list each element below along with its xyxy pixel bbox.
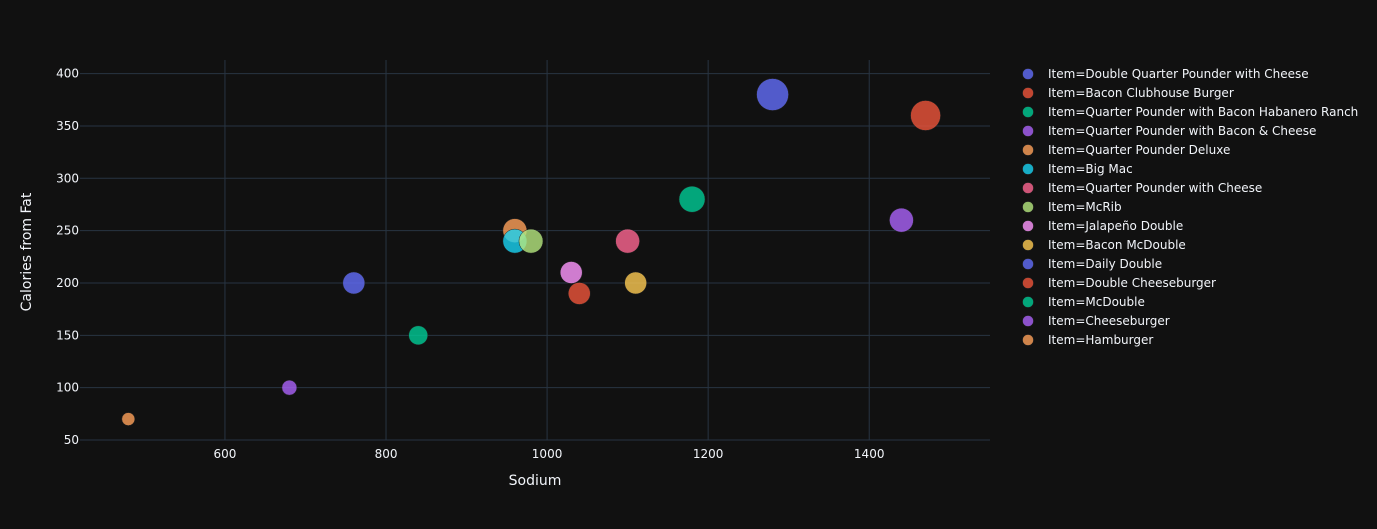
- legend-item[interactable]: Item=Daily Double: [1022, 257, 1163, 271]
- legend-label: Item=Cheeseburger: [1048, 314, 1170, 328]
- legend-marker: [1022, 163, 1034, 175]
- legend-item[interactable]: Item=McRib: [1022, 200, 1122, 214]
- legend-item[interactable]: Item=Quarter Pounder with Bacon & Cheese: [1022, 124, 1317, 138]
- data-point[interactable]: [624, 271, 647, 295]
- data-point[interactable]: [408, 325, 428, 346]
- legend-label: Item=Double Quarter Pounder with Cheese: [1048, 67, 1309, 81]
- x-tick-label: 1200: [693, 447, 724, 461]
- legend-marker: [1022, 87, 1034, 99]
- legend-item[interactable]: Item=Big Mac: [1022, 162, 1133, 176]
- y-tick-label: 100: [56, 381, 79, 395]
- y-tick-label: 400: [56, 67, 79, 81]
- data-point[interactable]: [756, 78, 789, 111]
- data-point[interactable]: [559, 261, 583, 284]
- legend-label: Item=Quarter Pounder with Cheese: [1048, 181, 1262, 195]
- x-tick-label: 600: [214, 447, 237, 461]
- x-tick-label: 1000: [532, 447, 563, 461]
- legend-marker: [1022, 182, 1034, 194]
- legend-item[interactable]: Item=Hamburger: [1022, 333, 1154, 347]
- data-point[interactable]: [342, 271, 366, 295]
- legend-label: Item=McRib: [1048, 200, 1122, 214]
- legend-item[interactable]: Item=Quarter Pounder Deluxe: [1022, 143, 1231, 157]
- data-point[interactable]: [518, 228, 544, 254]
- legend-marker: [1022, 201, 1034, 213]
- y-tick-label: 200: [56, 276, 79, 290]
- legend-label: Item=Bacon McDouble: [1048, 238, 1186, 252]
- data-point[interactable]: [121, 412, 136, 426]
- data-point[interactable]: [568, 282, 591, 305]
- legend-item[interactable]: Item=Jalapeño Double: [1022, 219, 1184, 233]
- markers-layer[interactable]: [121, 78, 941, 426]
- legend-marker: [1022, 68, 1034, 80]
- legend-marker: [1022, 315, 1034, 327]
- data-point[interactable]: [281, 379, 298, 396]
- legend-marker: [1022, 125, 1034, 137]
- legend-label: Item=Quarter Pounder Deluxe: [1048, 143, 1230, 157]
- legend-label: Item=Hamburger: [1048, 333, 1153, 347]
- legend-marker: [1022, 258, 1034, 270]
- legend-label: Item=Jalapeño Double: [1048, 219, 1183, 233]
- legend-label: Item=McDouble: [1048, 295, 1145, 309]
- legend-label: Item=Quarter Pounder with Bacon & Cheese: [1048, 124, 1316, 138]
- legend-marker: [1022, 106, 1034, 118]
- x-axis-title: Sodium: [509, 473, 562, 489]
- legend-marker: [1022, 144, 1034, 156]
- legend-item[interactable]: Item=Bacon McDouble: [1022, 238, 1186, 252]
- legend-marker: [1022, 220, 1034, 232]
- y-tick-label: 250: [56, 224, 79, 238]
- legend-item[interactable]: Item=Cheeseburger: [1022, 314, 1170, 328]
- legend-item[interactable]: Item=McDouble: [1022, 295, 1145, 309]
- data-point[interactable]: [615, 228, 640, 254]
- legend-item[interactable]: Item=Bacon Clubhouse Burger: [1022, 86, 1234, 100]
- x-tick-label: 1400: [854, 447, 885, 461]
- legend-label: Item=Daily Double: [1048, 257, 1162, 271]
- y-tick-label: 150: [56, 328, 79, 342]
- legend[interactable]: Item=Double Quarter Pounder with Cheese I…: [1022, 67, 1359, 347]
- legend-marker: [1022, 277, 1034, 289]
- y-axis-title: Calories from Fat: [19, 192, 35, 311]
- data-point[interactable]: [889, 207, 914, 233]
- legend-label: Item=Big Mac: [1048, 162, 1133, 176]
- legend-label: Item=Bacon Clubhouse Burger: [1048, 86, 1234, 100]
- legend-marker: [1022, 334, 1034, 346]
- legend-item[interactable]: Item=Double Quarter Pounder with Cheese: [1022, 67, 1309, 81]
- legend-item[interactable]: Item=Quarter Pounder with Cheese: [1022, 181, 1263, 195]
- tick-labels: 50 100 150 200 250 300 350 400 600 800 1000 1200 140…: [56, 67, 884, 461]
- legend-label: Item=Double Cheeseburger: [1048, 276, 1216, 290]
- legend-label: Item=Quarter Pounder with Bacon Habanero…: [1048, 105, 1358, 119]
- legend-item[interactable]: Item=Double Cheeseburger: [1022, 276, 1217, 290]
- x-tick-label: 800: [375, 447, 398, 461]
- y-tick-label: 50: [64, 433, 79, 447]
- legend-marker: [1022, 239, 1034, 251]
- y-tick-label: 350: [56, 119, 79, 133]
- data-point[interactable]: [678, 185, 706, 213]
- legend-marker: [1022, 296, 1034, 308]
- data-point[interactable]: [910, 100, 941, 131]
- legend-item[interactable]: Item=Quarter Pounder with Bacon Habanero…: [1022, 105, 1359, 119]
- y-tick-label: 300: [56, 171, 79, 185]
- grid-layer: [80, 60, 990, 441]
